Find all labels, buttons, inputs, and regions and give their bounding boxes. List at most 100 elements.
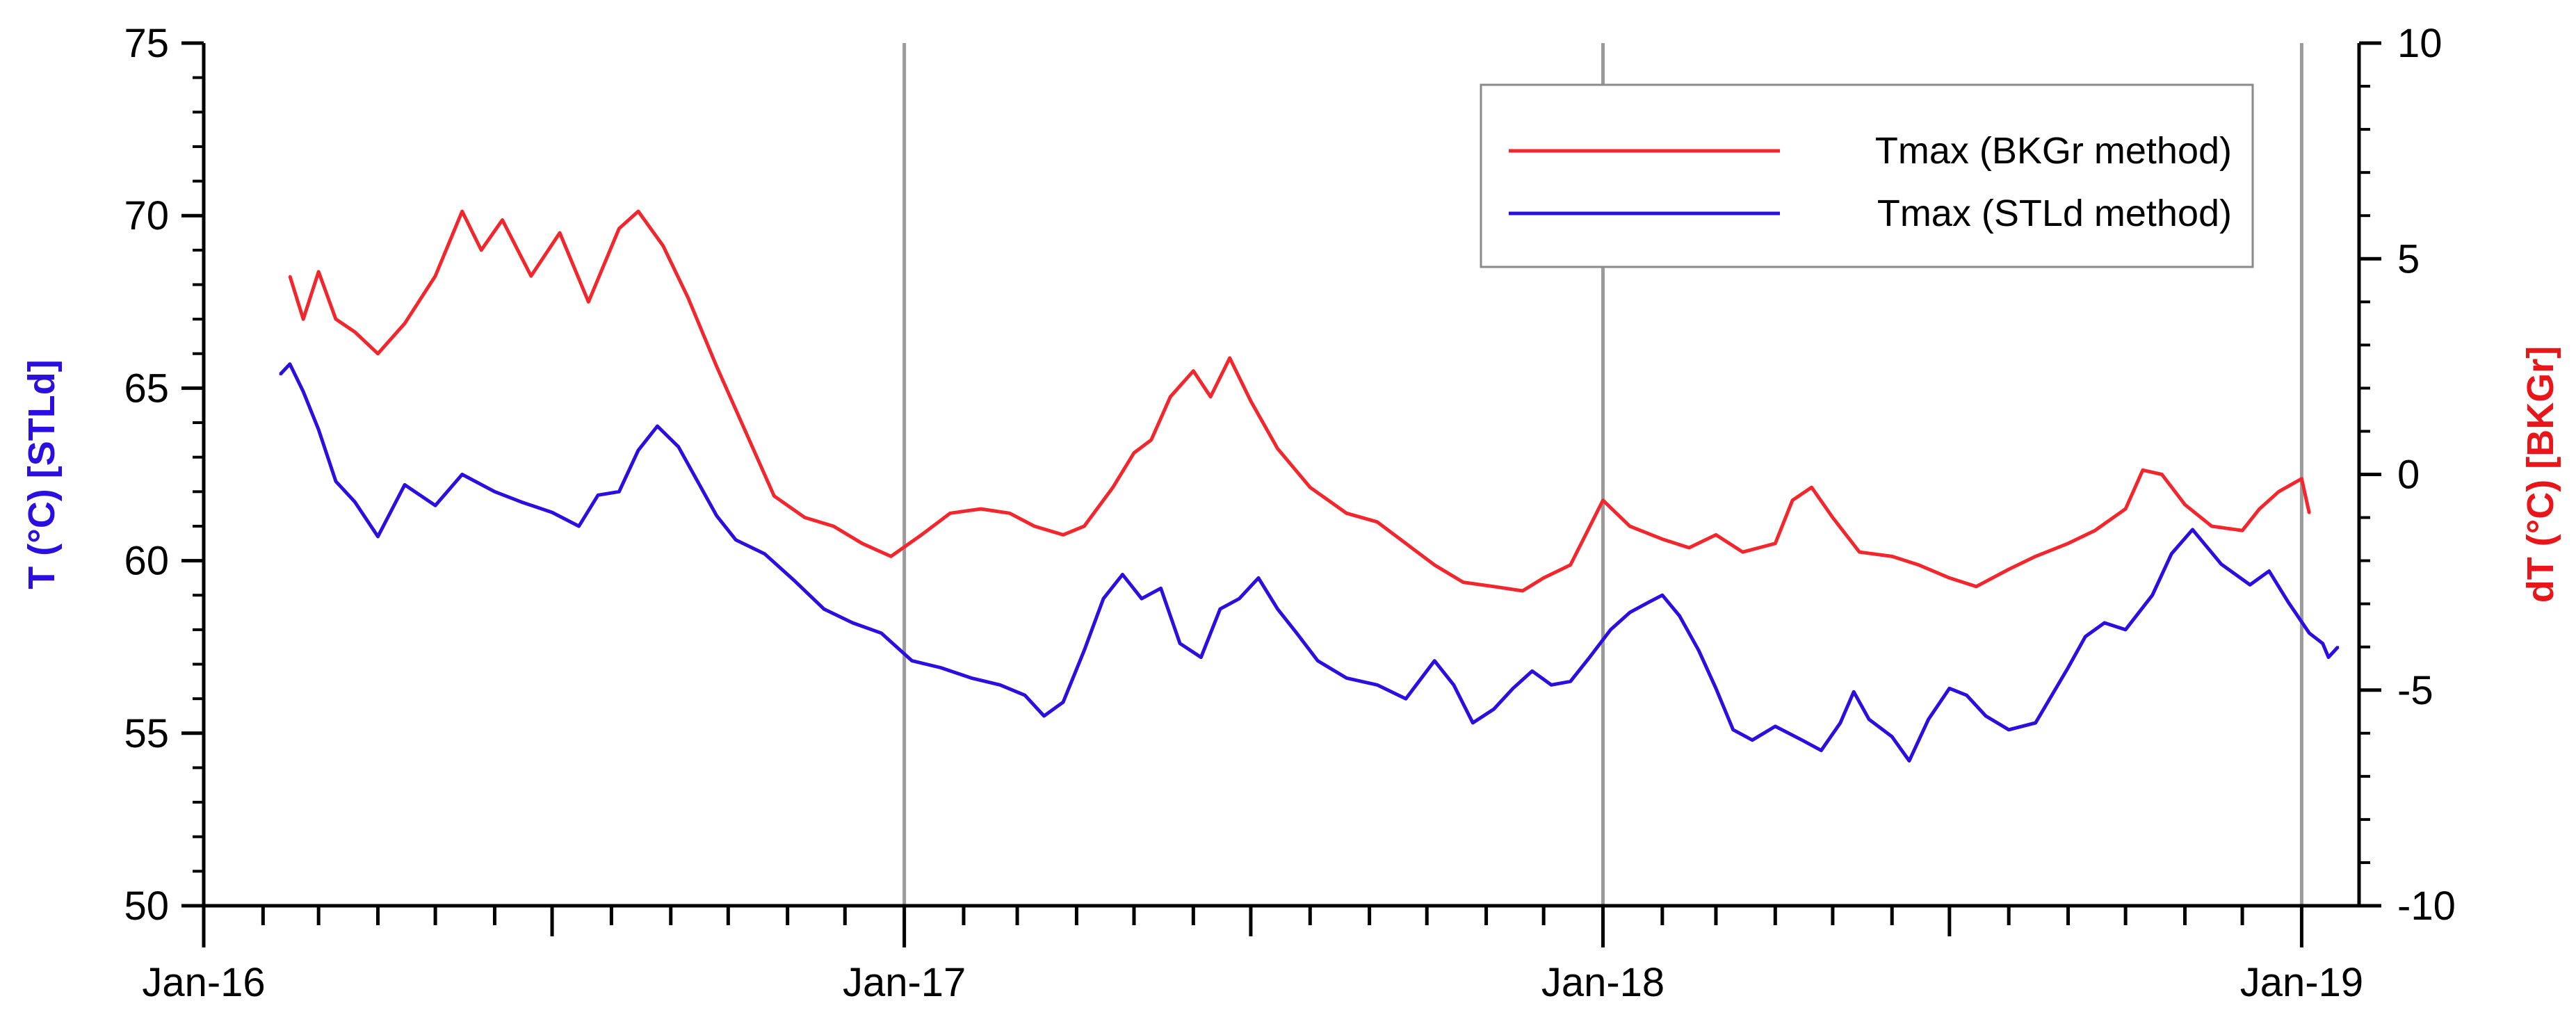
- data-point: [2067, 667, 2069, 669]
- data-point: [1493, 585, 1496, 588]
- data-point: [677, 446, 680, 448]
- right-tick-label: -5: [2397, 668, 2433, 713]
- data-point: [617, 490, 620, 493]
- data-point: [832, 525, 835, 528]
- data-point: [1169, 396, 1172, 398]
- data-point: [2034, 722, 2037, 724]
- data-point: [1839, 722, 1842, 724]
- data-point: [2007, 728, 2010, 731]
- data-point: [1852, 690, 1855, 693]
- data-point: [1550, 683, 1553, 686]
- data-point: [2007, 568, 2010, 571]
- data-point: [662, 245, 665, 247]
- data-point: [763, 553, 766, 555]
- data-point: [637, 449, 640, 452]
- data-point: [1661, 594, 1664, 596]
- x-tick-label: Jan-16: [142, 960, 265, 1005]
- data-point: [2220, 563, 2223, 566]
- data-point: [1742, 551, 1744, 553]
- data-point: [1890, 555, 1893, 557]
- data-point: [302, 318, 305, 320]
- left-tick-label: 55: [124, 711, 169, 756]
- data-point: [1948, 687, 1951, 690]
- data-point: [1868, 718, 1870, 721]
- data-point: [377, 535, 379, 538]
- data-point: [889, 555, 892, 557]
- data-point: [2258, 507, 2261, 510]
- data-point: [317, 270, 320, 273]
- data-point: [2322, 642, 2324, 645]
- data-point: [1648, 601, 1651, 603]
- data-point: [1493, 708, 1496, 710]
- data-point: [2151, 594, 2154, 596]
- data-point: [1309, 486, 1311, 489]
- data-point: [1257, 576, 1260, 579]
- data-point: [461, 473, 464, 475]
- data-point: [578, 525, 581, 528]
- data-point: [1732, 728, 1735, 731]
- data-point: [1404, 697, 1407, 700]
- data-point: [403, 483, 406, 486]
- data-point: [939, 667, 942, 669]
- data-point: [1531, 669, 1534, 672]
- data-point: [1083, 649, 1085, 652]
- legend-label: Tmax (BKGr method): [1875, 130, 2232, 172]
- data-point: [949, 512, 952, 514]
- series-stld: [279, 362, 2340, 763]
- data-point: [911, 660, 914, 662]
- data-point: [2170, 553, 2173, 555]
- data-point: [1811, 486, 1813, 489]
- data-point: [2337, 646, 2340, 649]
- left-axis-title: T (°C) [STLd]: [21, 359, 63, 589]
- data-point: [354, 331, 356, 334]
- data-point: [377, 352, 379, 355]
- data-point: [687, 296, 689, 299]
- data-point: [1661, 538, 1664, 541]
- data-point: [434, 504, 437, 507]
- data-point: [1160, 587, 1163, 589]
- data-point: [289, 363, 291, 366]
- data-point: [1858, 551, 1861, 553]
- data-point: [1774, 542, 1776, 545]
- series-line: [279, 362, 2340, 763]
- data-point: [2268, 570, 2271, 572]
- data-point: [1715, 533, 1717, 536]
- data-point: [2141, 469, 2144, 471]
- data-point: [1229, 357, 1231, 359]
- data-point: [715, 514, 718, 517]
- series-bkgr: [288, 209, 2311, 593]
- data-point: [1277, 447, 1279, 450]
- data-point: [1462, 581, 1464, 584]
- data-point: [734, 539, 737, 542]
- data-point: [1404, 542, 1407, 545]
- data-point: [1376, 521, 1379, 523]
- data-point: [551, 511, 553, 514]
- data-point: [1521, 589, 1524, 592]
- data-point: [2277, 490, 2280, 493]
- data-point: [2308, 512, 2310, 514]
- legend-box: [1480, 83, 2254, 268]
- data-point: [772, 495, 775, 497]
- legend-label: Tmax (STLd method): [1877, 193, 2232, 234]
- data-point: [1471, 722, 1474, 724]
- legend: Tmax (BKGr method) Tmax (STLd method): [1480, 83, 2254, 268]
- data-point: [1140, 597, 1143, 600]
- data-point: [2084, 635, 2087, 638]
- data-point: [970, 676, 973, 679]
- data-point: [1908, 760, 1911, 762]
- data-point: [980, 507, 982, 510]
- data-point: [1966, 694, 1968, 697]
- data-point: [1376, 683, 1379, 686]
- data-point: [696, 480, 699, 482]
- data-point: [656, 425, 658, 427]
- data-point: [317, 428, 320, 431]
- data-point: [2067, 542, 2069, 545]
- data-point: [1569, 564, 1572, 567]
- data-point: [1277, 608, 1279, 610]
- data-point: [2093, 529, 2096, 532]
- data-point: [1433, 660, 1436, 662]
- data-point: [1602, 499, 1604, 502]
- right-tick-label: -10: [2397, 883, 2456, 929]
- right-axis-title: dT (°C) [BKGr]: [2520, 346, 2561, 603]
- right-tick-label: 5: [2397, 236, 2420, 282]
